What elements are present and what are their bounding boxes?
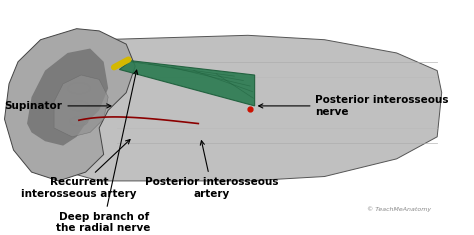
Polygon shape: [119, 61, 255, 106]
Text: Posterior interosseous
artery: Posterior interosseous artery: [145, 141, 279, 199]
Polygon shape: [54, 75, 108, 137]
Polygon shape: [27, 49, 108, 146]
Text: Deep branch of
the radial nerve: Deep branch of the radial nerve: [56, 70, 151, 233]
Polygon shape: [5, 29, 135, 181]
Text: Posterior interosseous
nerve: Posterior interosseous nerve: [259, 95, 449, 117]
Polygon shape: [54, 35, 442, 181]
Text: Supinator: Supinator: [5, 101, 111, 111]
Text: Recurrent
interosseous artery: Recurrent interosseous artery: [21, 140, 137, 199]
Text: © TeachMeAnatomy: © TeachMeAnatomy: [367, 206, 431, 212]
